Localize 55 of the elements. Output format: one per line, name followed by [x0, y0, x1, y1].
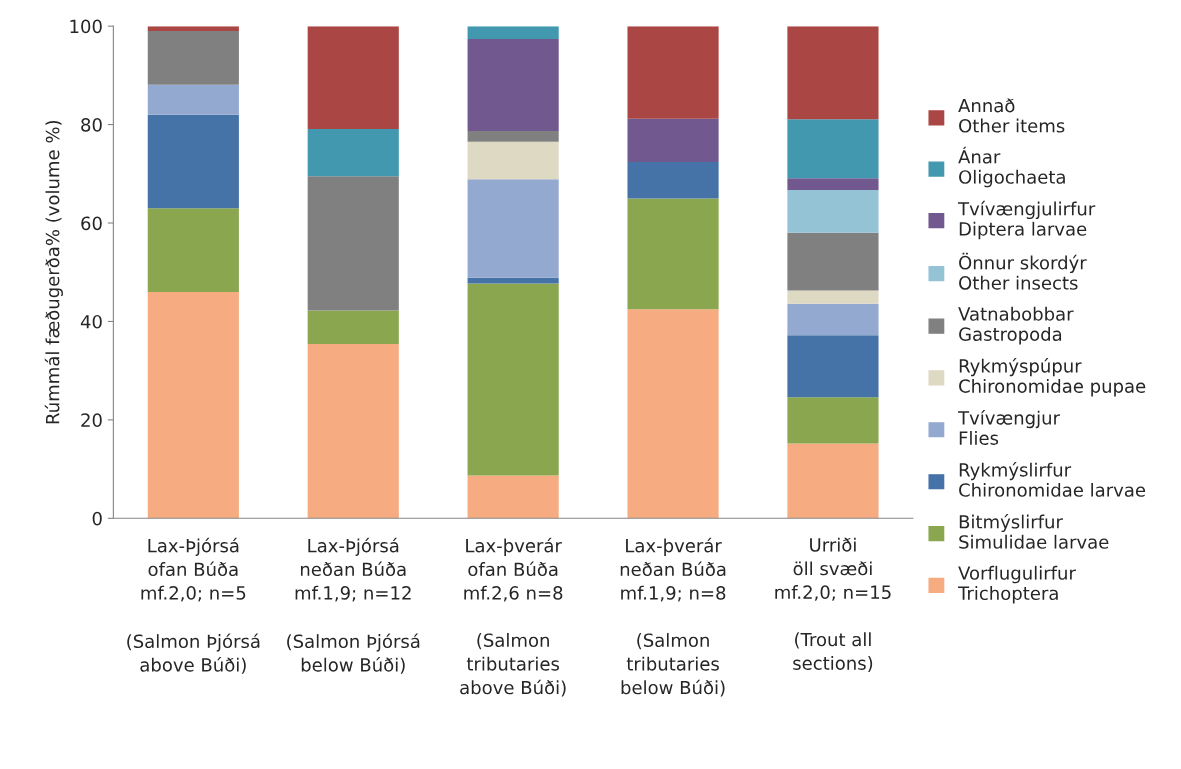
bar: [467, 141, 559, 180]
bar: [787, 232, 879, 291]
bar: [627, 161, 719, 199]
bar: [467, 26, 559, 39]
bar: [307, 176, 399, 311]
bar: [147, 84, 239, 115]
legend-label: Annað Other items: [958, 98, 1065, 133]
bar: [147, 114, 239, 209]
bar: [787, 443, 879, 519]
bar: [627, 309, 719, 519]
bar: [307, 26, 399, 130]
bar: [147, 208, 239, 292]
legend-label: Rykmýspúpur Chironomidae pupae: [959, 358, 1146, 397]
bar: [147, 31, 239, 85]
bar: [787, 190, 879, 233]
bar: [627, 198, 719, 310]
legend-label: Tvívængjulirfur Diptera larvae: [958, 200, 1096, 240]
y-tick-label: 100: [70, 19, 102, 34]
bar: [627, 118, 719, 162]
category-label: Lax-Þjórsá neðan Búða mf.1,9; n=12 (Salmon Þjórsá below Búði): [287, 537, 420, 674]
bar: [787, 178, 879, 191]
legend-label: Önnur skordýr Other insects: [959, 252, 1087, 290]
bar: [787, 26, 879, 120]
legend-label: Ánar Oligochaeta: [958, 146, 1065, 188]
y-tick-label: 60: [81, 216, 102, 231]
category-label: Urriði öll svæði mf.2,0; n=15 (Trout all sections): [775, 537, 891, 673]
legend-label: Bitmýslirfur Simulidae larvae: [959, 513, 1109, 549]
bar: [787, 119, 879, 179]
legend-label: Tvívængjur Flies: [958, 409, 1060, 445]
y-axis-title: Rúmmál fæðugerða% (volume %): [44, 120, 63, 424]
category-label: Lax-þverár ofan Búða mf.2,6 n=8 (Salmon tributaries above Búði): [460, 537, 566, 697]
bar: [467, 38, 559, 131]
bar: [467, 475, 559, 519]
legend-label: Vatnabobbar Gastropoda: [958, 306, 1074, 345]
bar: [307, 310, 399, 345]
bar: [787, 290, 879, 304]
bar: [467, 277, 559, 284]
y-tick-label: 40: [80, 314, 102, 329]
bar: [467, 130, 559, 142]
category-label: Lax-Þjórsá ofan Búða mf.2,0; n=5 (Salmon Þjórsá above Búði): [127, 537, 260, 674]
bar: [467, 283, 559, 476]
bar: [787, 397, 879, 444]
y-tick-label: 20: [81, 413, 102, 427]
bar: [467, 179, 559, 278]
category-label: Lax-þverár neðan Búða mf.1,9; n=8 (Salmon tributaries below Búði): [620, 537, 726, 697]
legend-label: Rykmýslirfur Chironomidae larvae: [959, 461, 1146, 497]
y-tick-label: 0: [92, 511, 102, 526]
bar: [147, 291, 239, 519]
legend-label: Vorflugulirfur Trichoptera: [958, 565, 1076, 604]
bar: [787, 335, 879, 398]
bar: [627, 26, 719, 119]
bar: [307, 344, 399, 519]
y-tick-label: 80: [81, 118, 102, 132]
bar: [787, 303, 879, 336]
bar: [307, 129, 399, 177]
